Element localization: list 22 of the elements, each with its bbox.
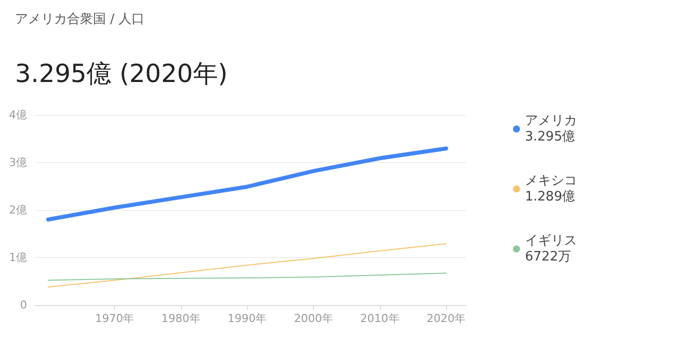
x-tick-label: 1990年 [228, 312, 267, 325]
legend-label: アメリカ [525, 114, 577, 128]
x-tick-label: 2000年 [294, 312, 333, 325]
legend-label: イギリス [525, 234, 577, 248]
y-tick-label: 3億 [9, 156, 27, 169]
x-tick-label: 2020年 [426, 312, 466, 325]
legend-label: メキシコ [525, 174, 577, 188]
line-series [48, 272, 447, 281]
chart-subtitle: アメリカ合衆国 / 人口 [15, 12, 145, 27]
y-tick-label: 4億 [9, 108, 27, 122]
y-tick-label: 1億 [9, 251, 27, 264]
line-series [48, 243, 447, 288]
x-tick-label: 1980年 [161, 312, 200, 325]
x-tick-label: 2010年 [360, 312, 400, 325]
line-series [46, 146, 448, 222]
text: 1.289億 [525, 190, 576, 204]
y-tick-label: 2億 [9, 204, 27, 216]
x-tick-label: 1970年 [95, 312, 134, 325]
text: 6722万 [525, 250, 572, 264]
y-tick-label: 0 [20, 298, 27, 312]
text: 3.295億 [525, 130, 576, 144]
chart-title: 3.295億 (2020年) [15, 59, 228, 88]
